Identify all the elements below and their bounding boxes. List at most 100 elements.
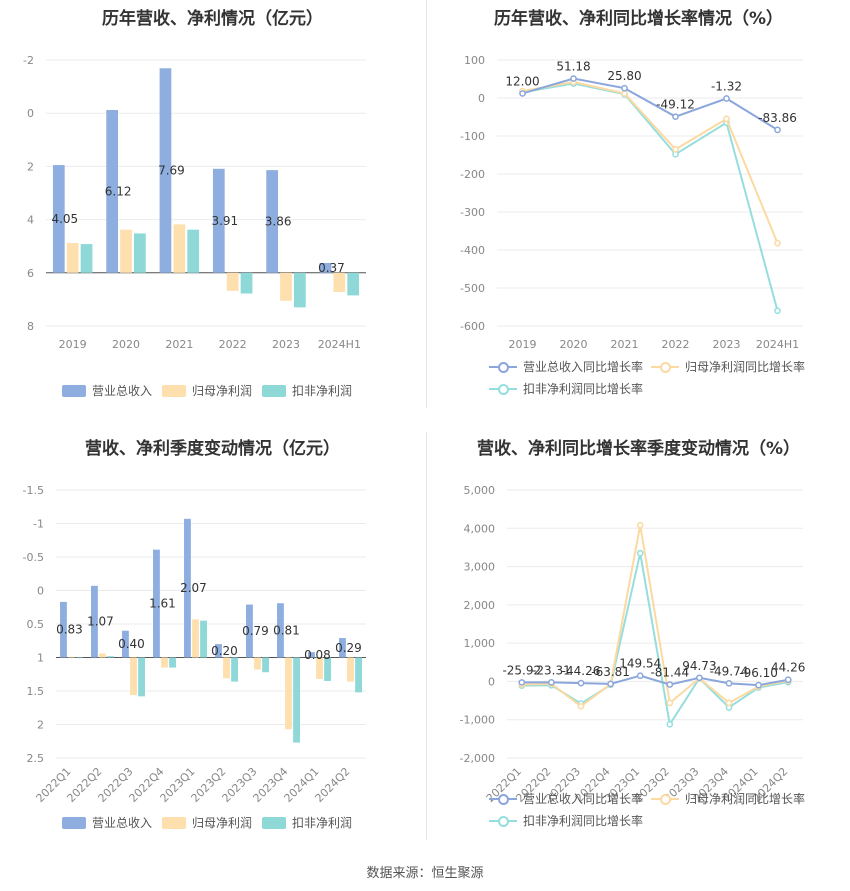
bar [68, 656, 75, 658]
data-label: 0.37 [318, 261, 345, 275]
y-tick-label: 8 [27, 320, 34, 333]
data-label: 0.20 [211, 644, 238, 658]
y-tick-label: -200 [460, 168, 485, 181]
y-tick-label: -1 [33, 518, 44, 531]
chart-title: 营收、净利同比增长率季度变动情况（%） [476, 439, 801, 459]
legend-item-deducted-profit[interactable]: 扣非净利润 [262, 382, 352, 399]
y-tick-label: 0 [37, 585, 44, 598]
bar [347, 657, 354, 682]
x-tick-label: 2022 [662, 338, 690, 351]
bar [134, 233, 146, 273]
swatch [489, 382, 517, 396]
bar [294, 272, 306, 308]
legend-label: 归母净利润同比增长率 [685, 792, 806, 806]
legend-item-revenue-growth[interactable]: 营业总收入同比增长率 [489, 790, 643, 807]
x-tick-label: 2022 [219, 338, 247, 351]
y-tick-label: 1 [37, 652, 44, 665]
swatch [62, 816, 86, 829]
y-tick-label: -2,000 [460, 752, 495, 765]
series-line [521, 674, 789, 687]
data-label: -63.81 [591, 665, 630, 679]
y-tick-label: -2 [23, 54, 34, 67]
y-tick-label: -400 [460, 244, 485, 257]
data-point [755, 681, 762, 689]
legend-label: 归母净利润 [192, 816, 253, 830]
x-tick-label: 2020 [112, 338, 140, 351]
bar [173, 224, 186, 273]
bar [226, 272, 239, 291]
legend-item-net-growth[interactable]: 归母净利润同比增长率 [651, 790, 805, 807]
y-tick-label: -500 [460, 282, 485, 295]
bar [107, 656, 114, 658]
y-tick-label: -100 [460, 130, 485, 143]
data-label: 7.69 [158, 164, 185, 178]
data-point [519, 90, 526, 97]
bar [280, 272, 292, 301]
legend-item-net-profit[interactable]: 归母净利润 [162, 382, 252, 399]
legend: 营业总收入同比增长率 归母净利润同比增长率 扣非净利润同比增长率 [427, 790, 850, 834]
y-tick-label: 4 [27, 214, 34, 227]
bar [316, 657, 323, 679]
data-label: -49.74 [710, 664, 749, 678]
bar [60, 601, 67, 658]
data-point [774, 239, 781, 247]
legend-item-deducted-profit[interactable]: 扣非净利润 [262, 814, 352, 831]
legend-item-revenue-growth[interactable]: 营业总收入同比增长率 [489, 358, 643, 375]
swatch [62, 384, 86, 397]
data-point [666, 720, 674, 728]
series-line [522, 81, 779, 244]
bar [324, 657, 331, 681]
x-tick-label: 2024H1 [318, 338, 361, 351]
data-point [577, 702, 585, 710]
bar [52, 165, 65, 273]
bar [333, 272, 346, 292]
data-label: 1.07 [87, 615, 114, 629]
bar [293, 657, 300, 743]
legend-label: 扣非净利润同比增长率 [523, 814, 644, 828]
series-line [521, 525, 789, 708]
data-label: -25.92 [502, 663, 541, 677]
bar [215, 644, 222, 658]
bar [138, 657, 145, 697]
bar [159, 68, 172, 273]
legend-item-deducted-growth[interactable]: 扣非净利润同比增长率 [489, 812, 643, 829]
annual-bar-chart: -2 0 2 4 6 8 2019 2020 2021 2022 2023 2024H1 4.05 6.1… [23, 54, 366, 351]
legend-item-net-profit[interactable]: 归母净利润 [162, 814, 252, 831]
bar [169, 657, 176, 668]
legend-label: 扣非净利润 [292, 816, 353, 830]
chart-title: 历年营收、净利同比增长率情况（%） [493, 9, 784, 29]
bar [277, 603, 284, 658]
swatch [489, 792, 517, 806]
data-label: 0.83 [56, 623, 83, 637]
quarterly-growth-line-chart: 5,0004,0003,0002,0001,0000-1,000-2,00020… [460, 484, 806, 805]
y-tick-label: -1,000 [460, 714, 495, 727]
legend-item-revenue[interactable]: 营业总收入 [62, 814, 152, 831]
bar [91, 585, 98, 658]
legend-item-revenue[interactable]: 营业总收入 [62, 382, 152, 399]
y-tick-label: -300 [460, 206, 485, 219]
bar [246, 604, 253, 658]
legend-label: 营业总收入同比增长率 [523, 360, 644, 374]
legend-item-net-growth[interactable]: 归母净利润同比增长率 [651, 358, 805, 375]
data-point [723, 115, 730, 123]
data-label: -81.44 [650, 666, 689, 680]
series-line [522, 82, 779, 312]
bar [122, 630, 129, 658]
data-point [607, 680, 614, 688]
data-label: 0.79 [242, 624, 269, 638]
y-tick-label: 5,000 [464, 484, 496, 497]
data-label: 2.07 [180, 581, 207, 595]
legend-label: 归母净利润同比增长率 [685, 360, 806, 374]
data-label: -96.10 [739, 666, 778, 680]
data-label: 0.08 [304, 648, 331, 662]
data-label: -23.31 [532, 663, 571, 677]
swatch [262, 384, 286, 397]
swatch [489, 814, 517, 828]
bar [231, 657, 238, 682]
bar [192, 619, 199, 658]
bar [106, 110, 118, 273]
legend-label: 扣非净利润同比增长率 [523, 382, 644, 396]
legend-item-deducted-growth[interactable]: 扣非净利润同比增长率 [489, 380, 643, 397]
data-label: 3.86 [265, 214, 292, 228]
bar [339, 638, 346, 658]
